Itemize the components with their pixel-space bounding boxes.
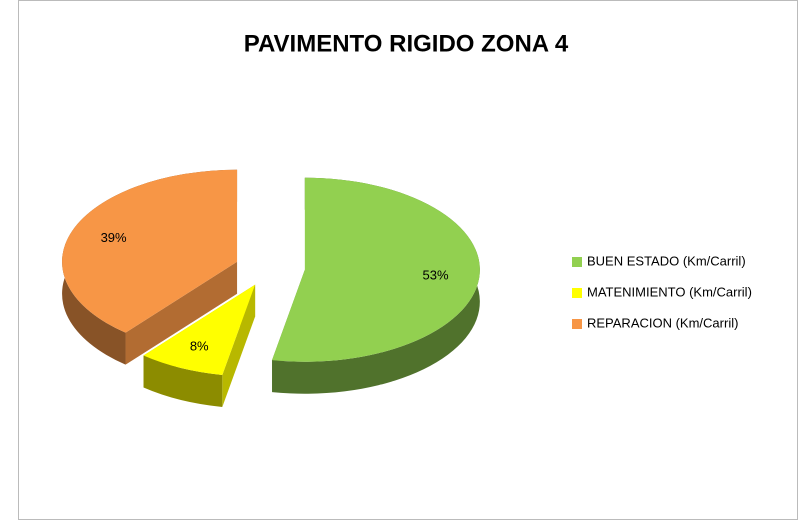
slice bbox=[143, 284, 256, 376]
data-label: 39% bbox=[101, 230, 127, 245]
slice-wall bbox=[143, 355, 223, 408]
legend-swatch bbox=[572, 257, 582, 267]
legend-label: BUEN ESTADO (Km/Carril) bbox=[587, 253, 746, 268]
legend-label: MATENIMIENTO (Km/Carril) bbox=[587, 284, 752, 299]
slice bbox=[62, 169, 238, 333]
slice-side bbox=[125, 261, 238, 365]
chart-title: PAVIMENTO RIGIDO ZONA 4 bbox=[244, 30, 569, 57]
legend-swatch bbox=[572, 288, 582, 298]
legend-swatch bbox=[572, 319, 582, 329]
data-label: 53% bbox=[422, 268, 448, 283]
slice bbox=[272, 177, 480, 362]
legend-label: REPARACION (Km/Carril) bbox=[587, 315, 738, 330]
data-label: 8% bbox=[190, 339, 209, 354]
